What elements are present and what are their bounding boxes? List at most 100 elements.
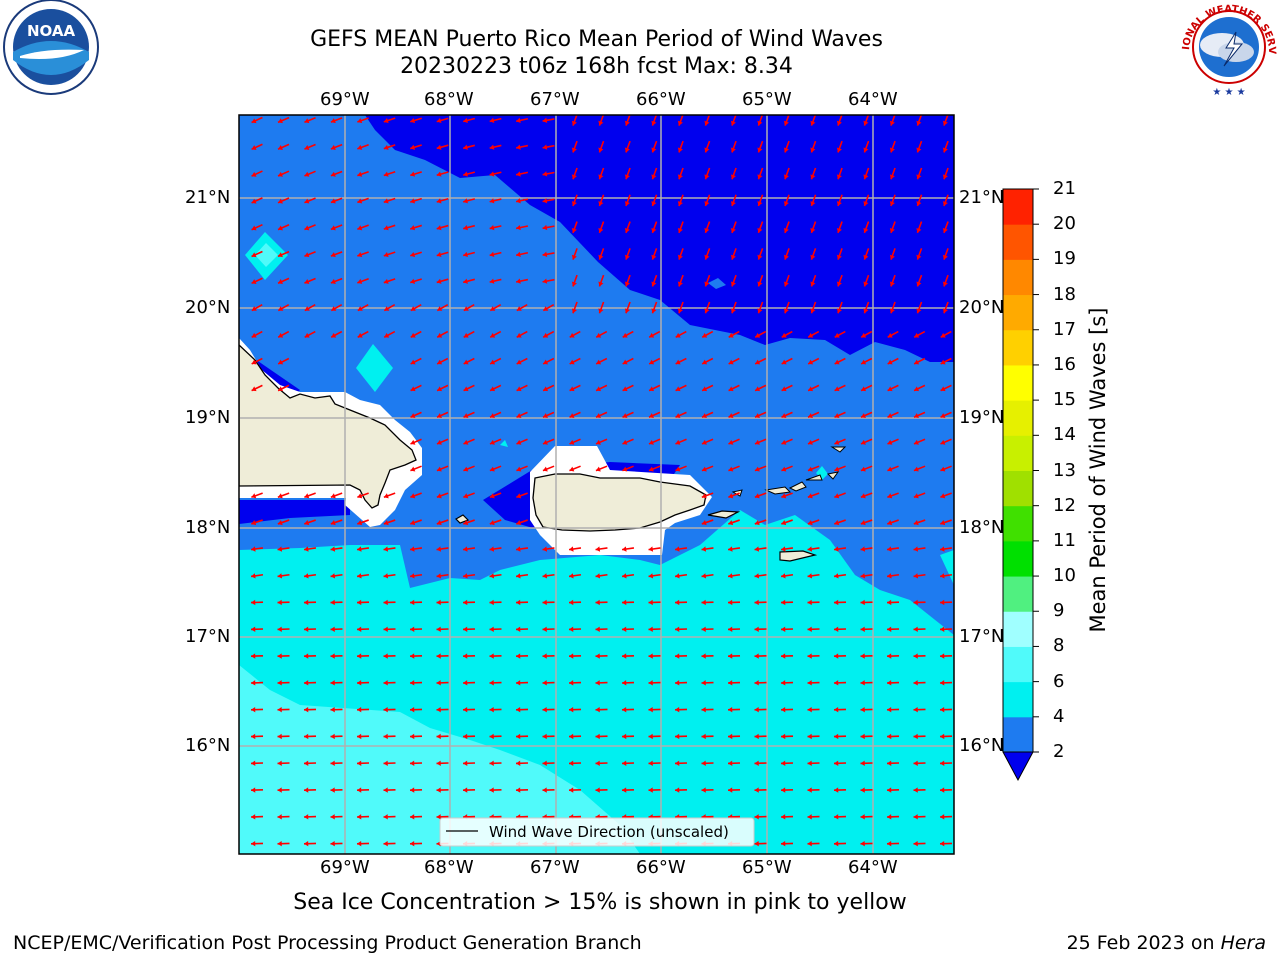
wind-wave-arrow-head [730,201,736,207]
sea-ice-caption: Sea Ice Concentration > 15% is shown in … [293,890,907,915]
wind-wave-arrow-head [913,653,918,659]
wind-wave-arrow-head [807,653,812,659]
wind-wave-arrow-head [542,278,548,284]
wind-wave-arrow-head [596,413,601,418]
wind-wave-arrow-head [490,306,496,311]
wind-wave-arrow-head [595,680,600,686]
wind-wave-arrow-head [675,573,680,579]
wind-wave-arrow-head [651,120,657,126]
wind-wave-arrow-head [542,198,548,204]
wind-wave-arrow-head [781,493,787,499]
wind-wave-arrow-head [675,733,680,740]
wind-wave-arrow-head [940,413,946,418]
wind-wave-arrow-head [860,680,865,686]
colorbar-tick-label: 9 [1053,600,1065,622]
wind-wave-arrow-head [304,653,309,659]
wind-wave-arrow-head [251,840,256,847]
wind-wave-arrow-head [836,147,842,153]
wind-wave-arrow-head [648,546,654,552]
wind-wave-arrow-head [489,493,495,499]
wind-wave-arrow-head [783,281,789,287]
wind-wave-arrow-head [569,573,574,579]
wind-wave-arrow-head [357,225,363,231]
wind-wave-arrow-head [489,706,494,713]
wind-wave-arrow-head [887,413,893,418]
wind-wave-arrow-head [889,147,895,153]
wind-wave-arrow-head [357,144,363,150]
wind-wave-arrow-head [810,227,816,233]
wind-wave-arrow-head [278,306,284,311]
wind-wave-arrow-head [781,760,786,766]
wind-wave-arrow-head [357,278,363,284]
wind-wave-arrow-head [675,439,681,445]
wind-wave-arrow-head [277,546,283,552]
wind-wave-arrow-head [781,626,786,632]
map-gridlines [239,115,954,854]
wind-wave-arrow-head [916,120,922,126]
wind-wave-arrow-head [463,787,468,793]
wind-wave-arrow-head [330,546,336,552]
wind-wave-arrow-head [834,386,840,392]
footer-date: 25 Feb 2023 on [1066,932,1221,954]
wind-wave-arrow-head [569,413,575,418]
colorbar-segment [1003,329,1033,366]
colorbar-tick-label: 2 [1053,741,1065,762]
wind-wave-arrow-head [330,680,335,686]
wind-wave-arrow-head [410,225,416,231]
wind-wave-arrow-head [542,439,548,445]
wind-wave-arrow-head [410,653,415,659]
wind-wave-arrow-head [304,840,309,847]
wind-wave-arrow-head [675,332,681,338]
wind-wave-arrow-head [489,251,495,258]
wind-wave-arrow-head [863,147,869,153]
wind-wave-arrow-head [410,733,415,740]
wind-wave-arrow-head [916,227,922,233]
wind-wave-arrow-head [463,573,468,579]
wind-wave-arrow-head [675,653,680,659]
wind-wave-arrow-head [516,198,521,204]
lat-label: 17°N [959,626,1005,647]
wind-wave-arrow-head [595,439,601,445]
wind-wave-arrow-head [675,359,681,365]
wind-wave-arrow-head [463,733,468,740]
wind-wave-arrow-head [914,386,920,392]
wind-wave-arrow-head [304,546,309,552]
wind-wave-arrow-head [624,227,630,233]
wind-wave-arrow-head [648,573,654,579]
wind-wave-arrow-head [863,281,869,287]
wind-wave-arrow-head [757,281,763,287]
wind-wave-arrow-head [569,359,575,365]
wind-wave-arrow-head [277,520,283,526]
wind-wave-arrow-head [622,706,627,713]
wind-wave-arrow-head [783,147,789,153]
wind-wave-arrow-head [410,706,415,713]
wind-wave-arrow-head [730,227,736,233]
wind-wave-arrow-head [463,171,468,177]
colorbar-tick-label: 8 [1053,635,1065,657]
wind-wave-arrow-head [940,386,946,392]
nws-logo-text: NATIONAL WEATHER SERVICE [0,0,1277,55]
wind-wave-arrow-head [357,787,362,793]
colorbar-tick-label: 4 [1053,705,1065,727]
colorbar-tick-label: 12 [1053,494,1076,516]
wind-wave-arrow-head [730,254,736,260]
wind-wave-arrow-head [940,359,946,365]
wind-wave-arrow-head [304,680,309,686]
wind-wave-arrow-head [410,144,416,150]
wind-wave-arrow-head [677,254,683,260]
wind-wave-arrow-head [624,254,630,260]
wind-wave-arrow-head [889,120,895,126]
wind-wave-arrow-head [569,332,575,338]
wind-wave-arrow-head [702,359,708,365]
wind-wave-arrow-head [357,198,363,204]
colorbar-tick-label: 10 [1053,565,1076,587]
wind-wave-arrow-head [810,120,816,126]
wind-wave-arrow-head [330,171,336,177]
wind-wave-arrow-head [754,706,759,713]
wind-wave-arrow-head [942,254,948,260]
wind-wave-arrow-head [648,680,653,686]
wind-wave-arrow-head [807,787,812,793]
wind-wave-arrow-head [807,573,813,579]
wind-wave-arrow-head [916,254,922,260]
wind-wave-arrow-head [728,359,734,365]
